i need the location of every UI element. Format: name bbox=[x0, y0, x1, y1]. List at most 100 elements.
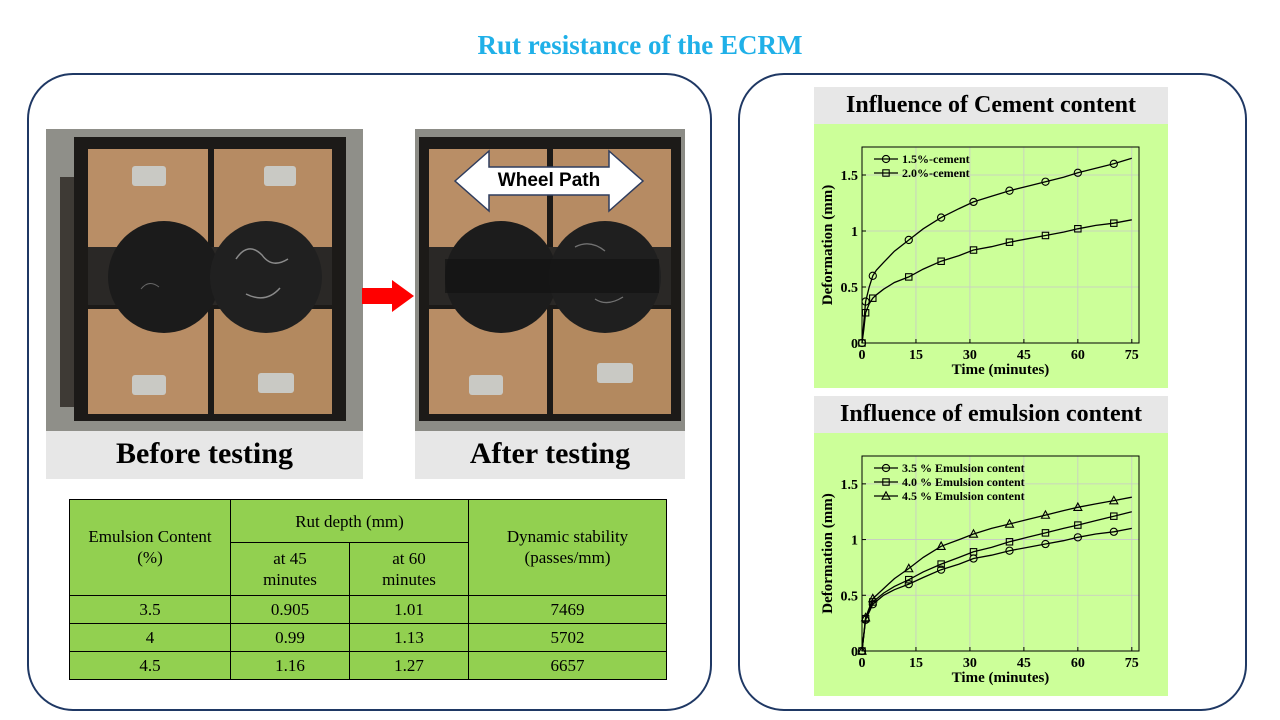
data-point-marker bbox=[858, 339, 866, 347]
data-point-marker bbox=[936, 565, 946, 574]
data-point-marker bbox=[905, 273, 913, 281]
cell-emulsion: 3.5 bbox=[69, 594, 231, 624]
page-title: Rut resistance of the ECRM bbox=[477, 30, 803, 60]
x-axis-label: Time (minutes) bbox=[952, 670, 1050, 686]
data-point-marker bbox=[1041, 529, 1050, 537]
y-tick-label: 1.5 bbox=[841, 478, 859, 493]
series-3 bbox=[857, 495, 1132, 655]
emulsion-chart: 0 15 30 45 60 75 0 0.5 1 1.5 Time (minutes) Deforma… bbox=[814, 433, 1168, 696]
emulsion-chart-svg: 0 15 30 45 60 75 0 0.5 1 1.5 Time (minutes) Deforma… bbox=[820, 455, 1140, 686]
data-point-marker bbox=[936, 540, 947, 551]
series-line bbox=[861, 511, 1132, 652]
cell-at45: 0.99 bbox=[230, 622, 350, 652]
legend-marker bbox=[881, 490, 891, 500]
cell-dynamic: 6657 bbox=[468, 650, 668, 681]
cement-chart: 0 15 30 45 60 75 0 0.5 1 1.5 Time (minutes) Deforma… bbox=[814, 124, 1168, 388]
wheel-path-label: Wheel Path bbox=[497, 170, 601, 191]
plot-frame bbox=[861, 455, 1140, 652]
cement-chart-svg: 0 15 30 45 60 75 0 0.5 1 1.5 Time (minutes) Deforma… bbox=[820, 146, 1140, 378]
data-point-marker bbox=[1074, 225, 1082, 233]
cell-at60: 1.01 bbox=[348, 594, 470, 624]
table-row: 3.5 0.905 1.01 7469 bbox=[69, 594, 668, 624]
series-1 bbox=[857, 527, 1132, 656]
data-point-marker bbox=[937, 257, 945, 265]
series-1 bbox=[857, 157, 1132, 348]
before-testing-caption: Before testing bbox=[116, 437, 293, 470]
data-point-marker bbox=[905, 575, 913, 584]
table-row: 4.5 1.16 1.27 6657 bbox=[69, 650, 668, 681]
series-line bbox=[861, 496, 1132, 652]
plot-frame bbox=[861, 146, 1140, 344]
data-point-marker bbox=[1005, 238, 1014, 246]
x-axis-label: Time (minutes) bbox=[952, 362, 1050, 378]
y-tick-label: 0 bbox=[851, 645, 858, 660]
header-at-60-minutes: at 60 minutes bbox=[348, 542, 470, 596]
data-point-marker bbox=[969, 197, 978, 207]
cell-at45: 1.16 bbox=[230, 650, 350, 681]
legend-marker bbox=[882, 169, 890, 177]
x-tick-label: 75 bbox=[1125, 348, 1139, 363]
cement-chart-title: Influence of Cement content bbox=[814, 87, 1168, 124]
data-point-marker bbox=[903, 563, 914, 573]
y-axis-label: Deformation (mm) bbox=[820, 185, 836, 305]
data-point-marker bbox=[904, 579, 913, 589]
data-point-marker bbox=[1041, 177, 1050, 186]
data-point-marker bbox=[937, 560, 945, 568]
series-line bbox=[861, 157, 1132, 344]
y-tick-label: 1.5 bbox=[841, 169, 859, 184]
data-point-marker bbox=[1074, 521, 1082, 529]
cell-at60: 1.13 bbox=[348, 622, 470, 652]
data-point-marker bbox=[1041, 539, 1050, 549]
y-tick-label: 1 bbox=[851, 225, 858, 240]
data-point-marker bbox=[1073, 168, 1082, 177]
data-point-marker bbox=[860, 612, 871, 622]
series-line bbox=[861, 219, 1132, 344]
data-point-marker bbox=[968, 528, 979, 538]
data-point-marker bbox=[1005, 546, 1014, 555]
grid bbox=[862, 456, 1139, 651]
grid bbox=[862, 147, 1139, 343]
data-point-marker bbox=[969, 246, 978, 254]
x-tick-label: 45 bbox=[1017, 348, 1031, 363]
series-2 bbox=[858, 511, 1132, 655]
experiment-panel bbox=[27, 73, 712, 711]
legend-marker bbox=[881, 463, 891, 473]
table-row: 4 0.99 1.13 5702 bbox=[69, 622, 668, 652]
data-point-marker bbox=[861, 309, 870, 317]
x-tick-label: 60 bbox=[1071, 348, 1085, 363]
data-point-marker bbox=[868, 271, 877, 280]
legend-label: 2.0%-cement bbox=[902, 166, 970, 180]
arrow-right-icon bbox=[362, 280, 414, 312]
data-point-marker bbox=[1073, 533, 1082, 542]
y-tick-label: 0 bbox=[851, 337, 858, 352]
legend-label: 4.0 % Emulsion content bbox=[902, 475, 1025, 489]
data-point-marker bbox=[936, 213, 946, 222]
before-testing-photo-frame: Before testing bbox=[46, 129, 363, 479]
legend-label: 3.5 % Emulsion content bbox=[902, 461, 1025, 475]
emulsion-chart-title: Influence of emulsion content bbox=[814, 396, 1168, 433]
cell-emulsion: 4.5 bbox=[69, 650, 231, 681]
x-tick-label: 15 bbox=[909, 348, 923, 363]
data-point-marker bbox=[1005, 186, 1014, 195]
legend-marker bbox=[882, 478, 890, 486]
data-point-marker bbox=[1109, 527, 1118, 536]
header-at-45-minutes: at 45 minutes bbox=[230, 542, 350, 596]
y-tick-label: 0.5 bbox=[841, 281, 859, 296]
data-point-marker bbox=[969, 548, 978, 556]
x-tick-label: 60 bbox=[1071, 656, 1085, 671]
y-axis-label: Deformation (mm) bbox=[820, 493, 836, 613]
legend-label: 1.5%-cement bbox=[902, 152, 970, 166]
data-point-marker bbox=[869, 294, 877, 302]
x-tick-label: 30 bbox=[963, 348, 977, 363]
y-tick-label: 0.5 bbox=[841, 589, 859, 604]
legend-marker bbox=[881, 154, 891, 164]
data-point-marker bbox=[1110, 512, 1118, 520]
x-tick-label: 0 bbox=[859, 656, 866, 671]
data-point-marker bbox=[867, 593, 878, 603]
rut-depth-table: Emulsion Content (%) Rut depth (mm) Dyna… bbox=[69, 498, 668, 681]
after-testing-photo bbox=[415, 129, 685, 431]
cell-emulsion: 4 bbox=[69, 622, 231, 652]
after-testing-photo-frame: Wheel Path After testing bbox=[415, 129, 685, 479]
